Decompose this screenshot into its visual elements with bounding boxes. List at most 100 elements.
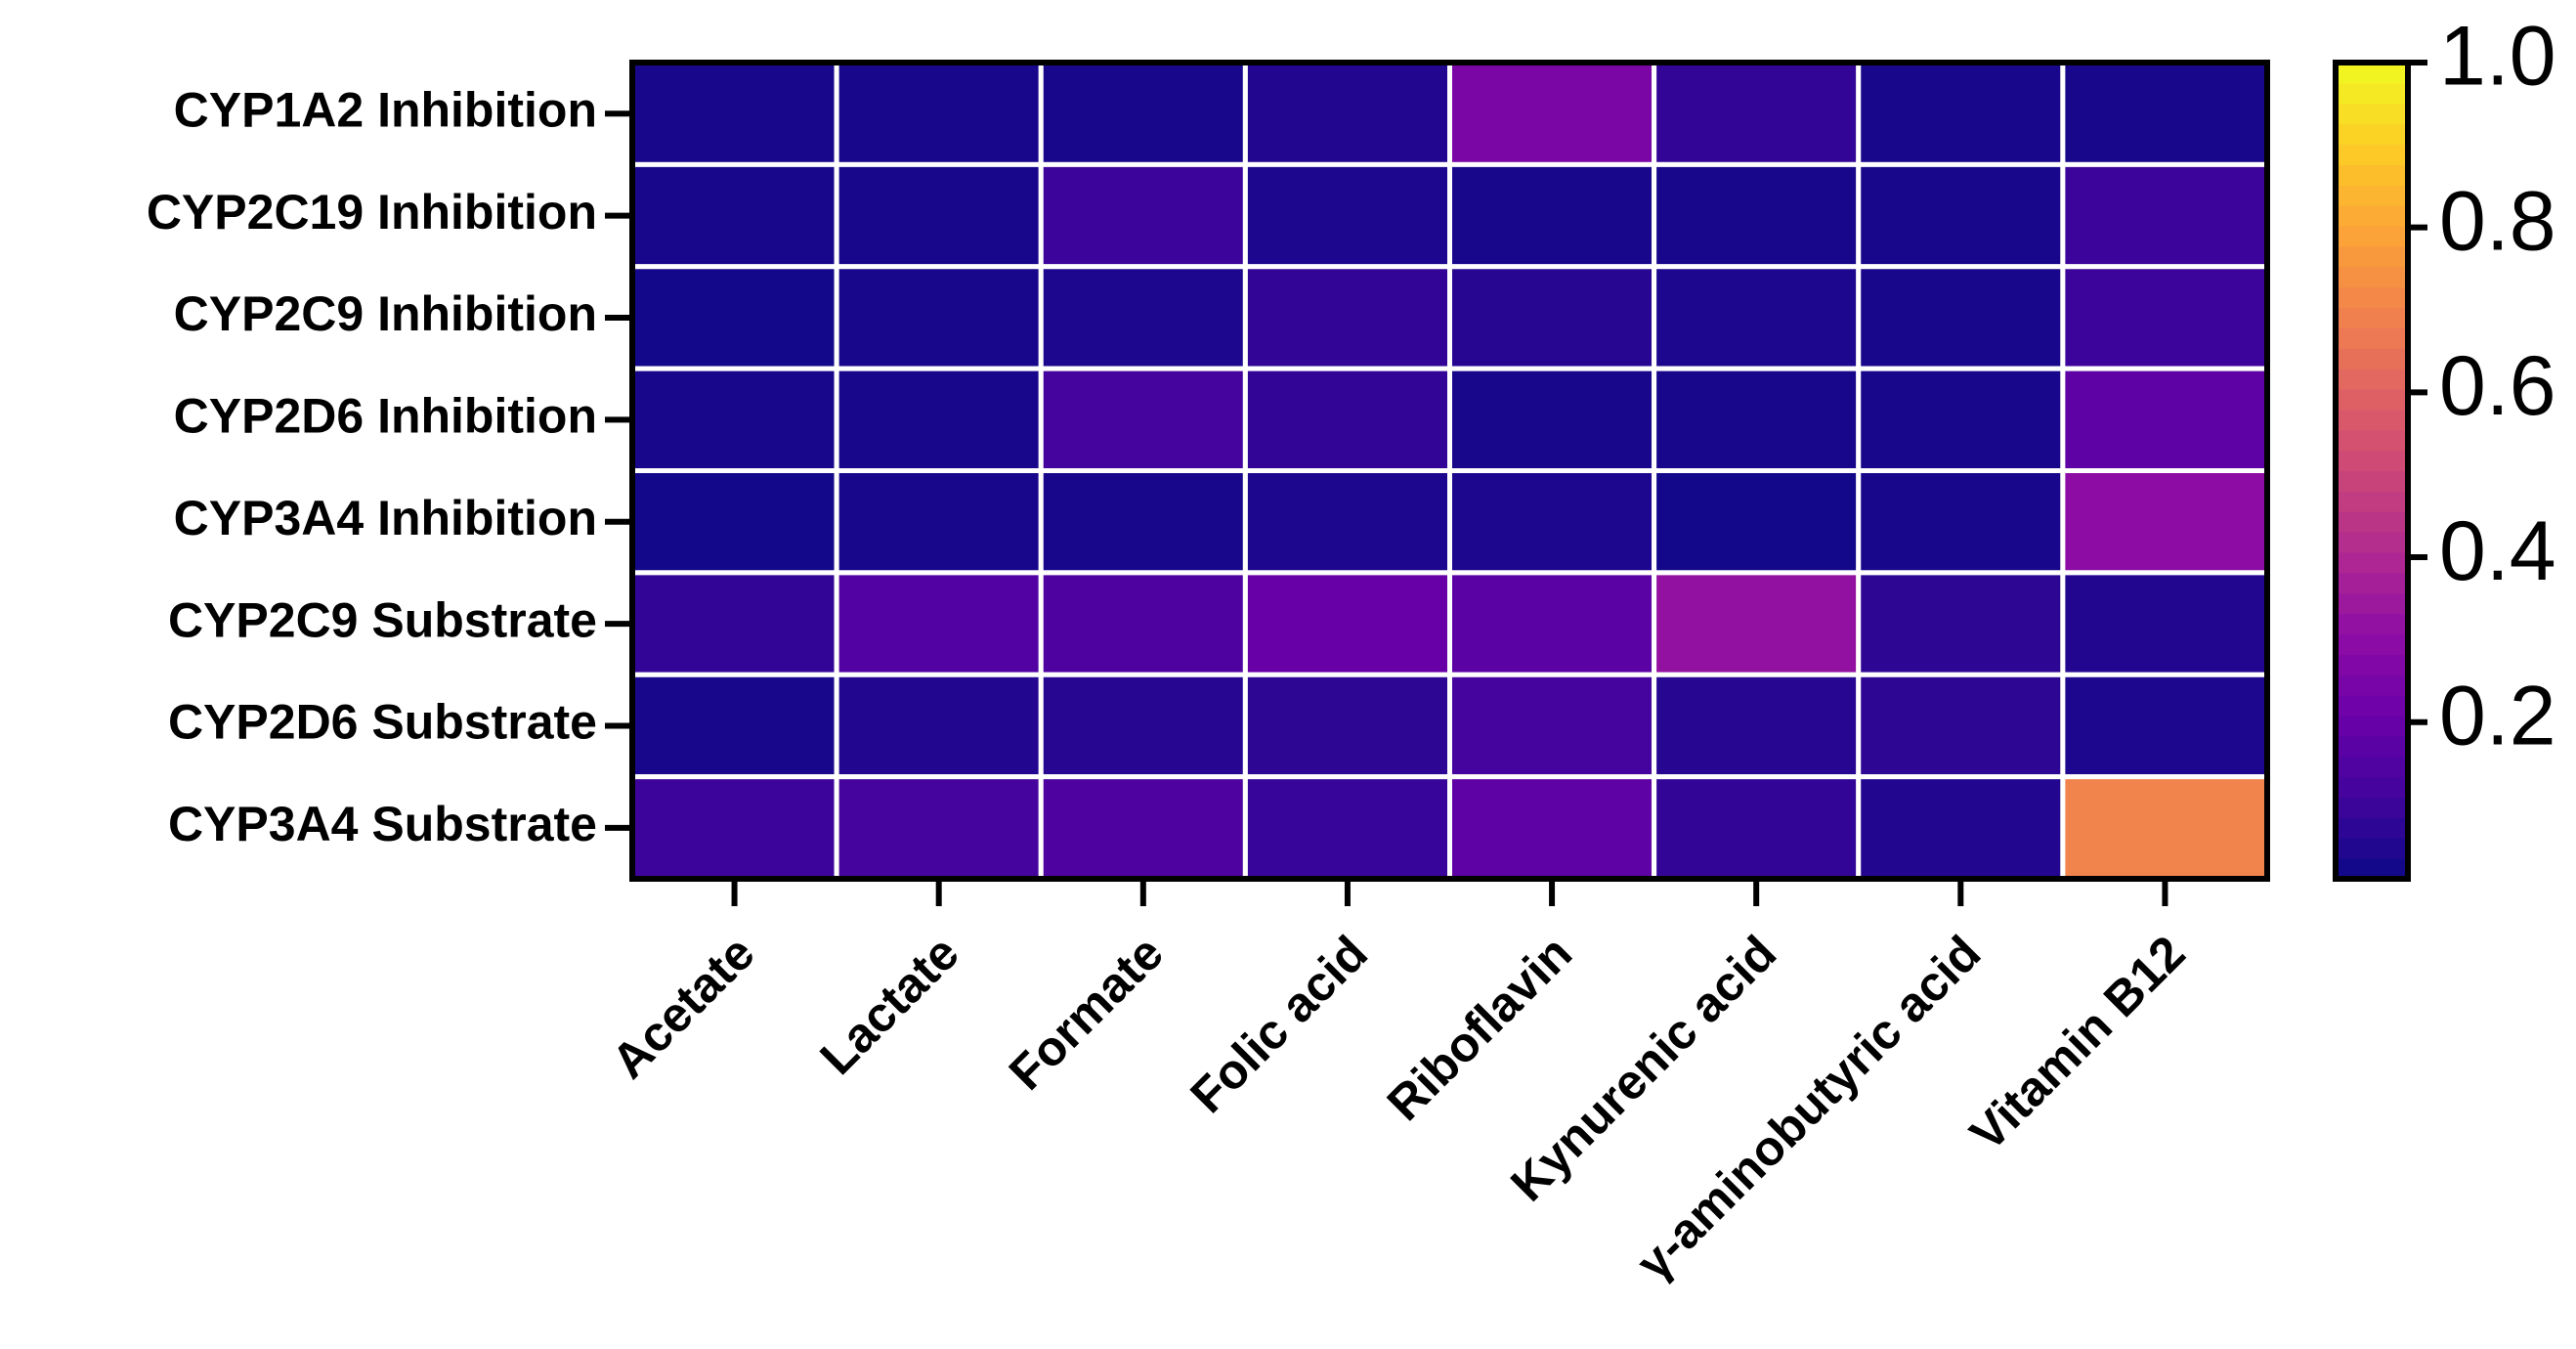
heatmap-cell [629,366,839,473]
heatmap-cell [2060,570,2270,677]
colorbar-band [2336,409,2408,431]
colorbar-band [2336,838,2408,859]
colorbar-band [2336,491,2408,512]
colorbar-tick-label: 1.0 [2439,10,2556,104]
y-tick-label: CYP3A4 Substrate [168,797,597,851]
heatmap-cell [1856,264,2066,371]
y-tick-label: CYP2D6 Substrate [168,695,597,750]
colorbar-band [2336,817,2408,839]
heatmap-cell [1242,366,1452,473]
heatmap-cell [1652,468,1862,576]
colorbar-band [2336,82,2408,105]
colorbar-band [2336,389,2408,411]
heatmap-cell [629,60,839,167]
colorbar-band [2336,245,2408,268]
heatmap-cell [1242,60,1452,167]
colorbar-band [2336,735,2408,758]
heatmap-cell [1038,774,1248,882]
colorbar-band [2336,654,2408,675]
colorbar-band [2336,144,2408,165]
colorbar-band [2336,450,2408,471]
heatmap-cell [834,672,1044,780]
heatmap-cell [834,60,1044,167]
y-tick-label: CYP2D6 Inhibition [174,389,597,444]
heatmap-cell [1242,161,1452,270]
colorbar-band [2336,511,2408,533]
x-tick-label: Formate [999,926,1174,1101]
heatmap-cell [1038,161,1248,270]
heatmap-cell [629,570,839,677]
heatmap-cell [1242,774,1452,882]
x-tick-label: Acetate [601,926,764,1089]
colorbar-band [2336,674,2408,696]
colorbar-band [2336,63,2408,84]
heatmap-cell [1652,672,1862,780]
heatmap-cell [629,774,839,882]
heatmap-cell [629,264,839,371]
colorbar-band [2336,185,2408,206]
colorbar-tick-label: 0.2 [2439,669,2556,762]
heatmap-cell [834,161,1044,270]
colorbar-band [2336,429,2408,452]
heatmap-cell [1242,264,1452,371]
y-tick-label: CYP2C9 Substrate [168,592,597,647]
heatmap-cell [1447,366,1657,473]
heatmap-cell [2060,60,2270,167]
heatmap-cell [1856,774,2066,882]
heatmap-cell [1038,264,1248,371]
heatmap-cell [1447,570,1657,677]
colorbar-band [2336,348,2408,370]
heatmap-cell [1038,672,1248,780]
heatmap-cell [1652,570,1862,677]
colorbar-band [2336,286,2408,308]
colorbar-band [2336,164,2408,186]
colorbar-tick-label: 0.8 [2439,174,2556,268]
y-tick-label: CYP3A4 Inhibition [174,491,597,545]
heatmap-cell [1856,161,2066,270]
heatmap-cell [1242,570,1452,677]
colorbar-band [2336,552,2408,574]
heatmap-cell [629,161,839,270]
colorbar-band [2336,572,2408,594]
colorbar-band [2336,327,2408,349]
colorbar-band [2336,613,2408,634]
heatmap-cell [1447,161,1657,270]
colorbar-band [2336,123,2408,145]
colorbar-band [2336,307,2408,328]
colorbar-band [2336,776,2408,798]
colorbar-band [2336,369,2408,390]
heatmap-cell [1038,366,1248,473]
colorbar-tick-label: 0.6 [2439,339,2556,433]
heatmap-cell [629,468,839,576]
heatmap-cell [2060,161,2270,270]
heatmap-cell [1856,60,2066,167]
heatmap-cell [1038,60,1248,167]
x-tick-label: Lactate [809,926,968,1085]
colorbar-band [2336,695,2408,717]
colorbar-band [2336,633,2408,655]
heatmap-cell [1652,60,1862,167]
x-tick-label: γ-aminobutyric acid [1626,926,1992,1291]
heatmap-cell [1447,60,1657,167]
heatmap-cell [834,468,1044,576]
heatmap-cell [1652,774,1862,882]
heatmap-cell [1856,672,2066,780]
heatmap-cell [2060,672,2270,780]
heatmap-cell [834,570,1044,677]
colorbar-band [2336,858,2408,880]
heatmap-cell [2060,264,2270,371]
colorbar-band [2336,797,2408,818]
colorbar-band [2336,103,2408,125]
heatmap-cell [1856,468,2066,576]
colorbar-band [2336,756,2408,778]
y-tick-label: CYP2C19 Inhibition [147,185,597,239]
colorbar-band [2336,592,2408,615]
heatmap-cell [1242,672,1452,780]
heatmap-cell [834,366,1044,473]
heatmap-cell [1447,774,1657,882]
heatmap-cell [834,774,1044,882]
colorbar-band [2336,226,2408,247]
heatmap-cell [1038,468,1248,576]
colorbar-band [2336,205,2408,227]
